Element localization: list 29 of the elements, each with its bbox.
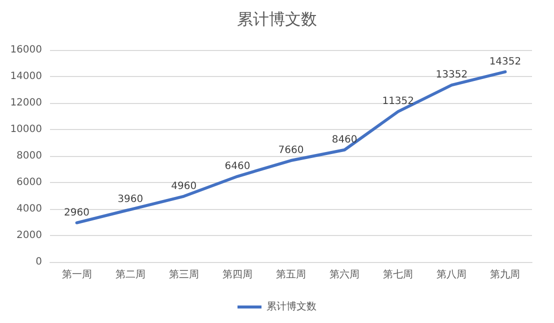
y-tick-label: 12000 [10, 98, 42, 108]
y-tick-label: 14000 [10, 71, 42, 82]
x-tick-label: 第一周 [62, 268, 92, 280]
y-tick-label: 8000 [16, 150, 42, 162]
data-label: 6460 [224, 160, 250, 172]
y-tick-label: 16000 [10, 44, 42, 56]
data-label: 11352 [382, 96, 414, 108]
x-tick-label: 第五周 [276, 268, 306, 280]
data-label: 14352 [489, 56, 522, 68]
chart-title: 累计博文数 [237, 10, 317, 28]
data-label: 2960 [64, 207, 90, 218]
x-tick-label: 第八周 [436, 268, 467, 280]
y-tick-label: 6000 [16, 177, 42, 188]
data-label: 13352 [436, 70, 468, 81]
data-label: 4960 [171, 180, 197, 192]
x-tick-label: 第二周 [115, 268, 146, 280]
legend-label: 累计博文数 [266, 300, 316, 312]
x-tick-label: 第九周 [490, 268, 520, 280]
y-tick-label: 0 [36, 256, 42, 268]
data-label: 7660 [278, 145, 304, 156]
data-label: 3960 [118, 194, 144, 206]
x-tick-label: 第四周 [222, 268, 252, 280]
x-tick-label: 第六周 [330, 268, 360, 280]
x-tick-label: 第三周 [168, 268, 199, 280]
y-tick-label: 4000 [16, 204, 42, 214]
y-tick-label: 2000 [16, 230, 42, 241]
y-tick-label: 10000 [10, 124, 42, 135]
x-tick-label: 第七周 [383, 268, 414, 280]
data-label: 8460 [332, 134, 358, 146]
